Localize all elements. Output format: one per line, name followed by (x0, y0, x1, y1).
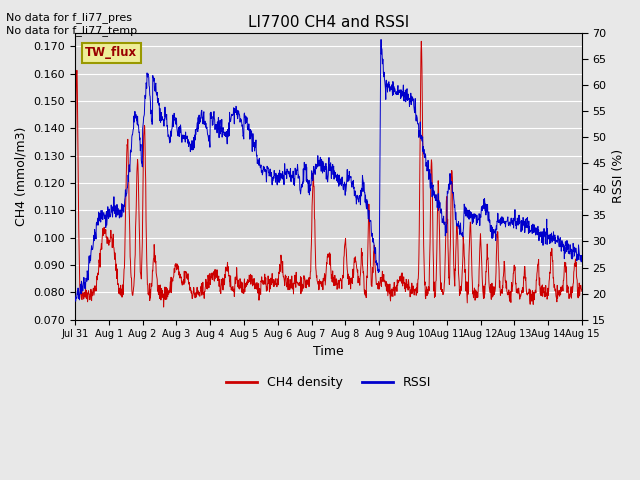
Text: No data for f_li77_temp: No data for f_li77_temp (6, 25, 138, 36)
Text: TW_flux: TW_flux (85, 46, 138, 59)
X-axis label: Time: Time (313, 345, 344, 358)
Y-axis label: CH4 (mmol/m3): CH4 (mmol/m3) (15, 126, 28, 226)
Text: No data for f_li77_pres: No data for f_li77_pres (6, 12, 132, 23)
Title: LI7700 CH4 and RSSI: LI7700 CH4 and RSSI (248, 15, 409, 30)
Legend: CH4 density, RSSI: CH4 density, RSSI (221, 371, 436, 394)
Y-axis label: RSSI (%): RSSI (%) (612, 149, 625, 203)
